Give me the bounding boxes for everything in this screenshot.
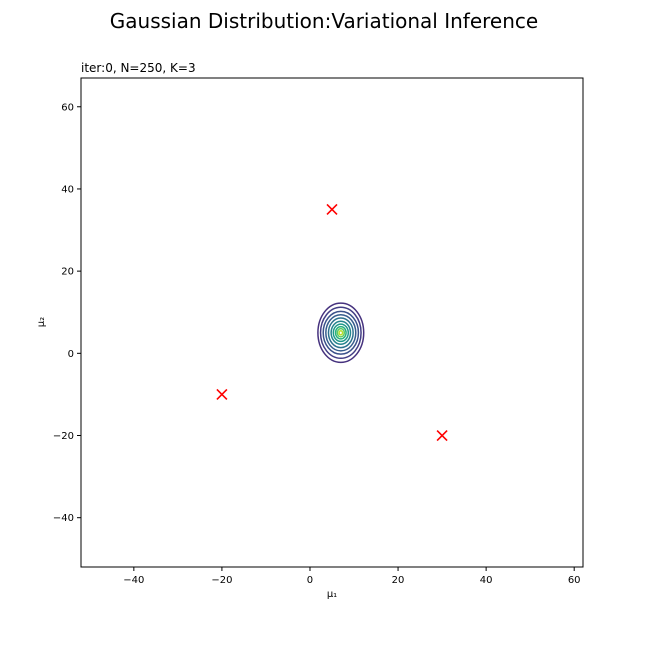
y-tick-label: 20	[61, 267, 74, 278]
figure-title: Gaussian Distribution:Variational Infere…	[110, 9, 538, 33]
axes: −40 −20 0 20 40 60 −40 −20 0 20 40 60	[53, 77, 584, 586]
contour-line	[330, 320, 352, 346]
y-tick-label: −40	[53, 513, 74, 524]
contour-line	[338, 329, 344, 336]
contour-layer	[317, 302, 365, 364]
marker-stroke	[216, 388, 228, 400]
y-tick-label: 60	[61, 102, 74, 113]
x-tick-label: 40	[480, 575, 493, 586]
true-mean-marker	[326, 203, 338, 216]
contour-line	[325, 313, 357, 352]
y-tick-label: −20	[53, 431, 74, 442]
marker-stroke	[436, 429, 448, 442]
x-axis-label: μ₁	[327, 589, 337, 600]
x-tick-label: −40	[123, 575, 144, 586]
contour-line	[336, 327, 346, 338]
contour-line	[317, 302, 365, 364]
true-mean-marker	[216, 388, 228, 400]
contour-line	[332, 323, 350, 343]
y-axis-label: μ₂	[36, 317, 47, 327]
axes-title: iter:0, N=250, K=3	[81, 61, 196, 75]
contour-line	[319, 306, 362, 360]
contour-line	[322, 310, 360, 355]
marker-stroke	[326, 203, 338, 216]
contour-line	[327, 317, 354, 349]
true-means-layer	[216, 203, 448, 442]
contour-line	[334, 325, 347, 340]
true-mean-marker	[436, 429, 448, 442]
x-tick-label: 60	[568, 575, 581, 586]
y-axis-ticks: −40 −20 0 20 40 60	[53, 102, 81, 524]
x-axis-ticks: −40 −20 0 20 40 60	[123, 567, 581, 586]
x-tick-label: 0	[307, 575, 313, 586]
x-tick-label: −20	[211, 575, 232, 586]
x-tick-label: 20	[392, 575, 405, 586]
y-tick-label: 0	[68, 349, 74, 360]
y-tick-label: 40	[61, 184, 74, 195]
